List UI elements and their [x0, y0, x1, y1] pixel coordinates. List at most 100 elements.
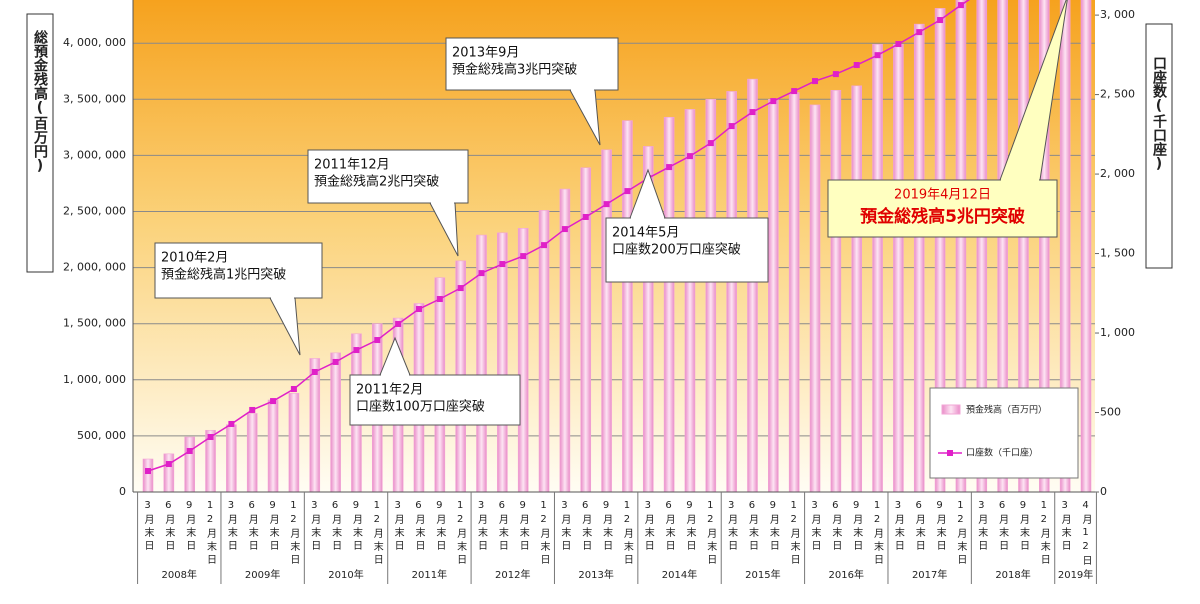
x-tick-label: 3月末日	[892, 500, 904, 553]
x-tick-label: 12月末日	[788, 500, 800, 567]
line-marker	[624, 188, 631, 195]
callout-text: 2019年4月12日	[894, 188, 991, 203]
line-marker	[457, 285, 464, 292]
x-tick-label: 3月末日	[559, 500, 571, 553]
y-title-box	[26, 13, 54, 273]
x-tick-label: 12月末日	[872, 500, 884, 567]
x-tick-label: 12月末日	[538, 500, 550, 567]
callout-box	[154, 242, 323, 299]
year-label: 2008年	[162, 568, 197, 581]
x-tick-label: 9月末日	[434, 500, 446, 553]
callout-text: 2011年12月	[314, 158, 390, 173]
callout-text: 2010年2月	[161, 251, 228, 266]
line-marker	[916, 29, 923, 36]
callout-box	[349, 374, 521, 426]
line-marker	[874, 52, 881, 59]
callout-text: 2013年9月	[452, 46, 519, 61]
x-tick-label: 3月末日	[642, 500, 654, 553]
x-tick-label: 6月末日	[163, 500, 175, 553]
legend-box	[929, 387, 1079, 479]
year-label: 2013年	[578, 568, 613, 581]
year-label: 2018年	[995, 568, 1030, 581]
bar	[184, 436, 195, 493]
y2-title-box	[1145, 23, 1173, 269]
x-tick-label: 6月末日	[496, 500, 508, 553]
y2-tick-label: 3, 000	[1100, 8, 1135, 21]
x-tick-label: 3月末日	[392, 500, 404, 553]
line-marker	[290, 385, 297, 392]
x-tick-label: 6月末日	[246, 500, 258, 553]
x-tick-label: 12月末日	[621, 500, 633, 567]
line-marker	[728, 123, 735, 130]
x-tick-label: 6月末日	[830, 500, 842, 553]
line-marker	[478, 270, 485, 277]
year-label: 2014年	[662, 568, 697, 581]
x-tick-label: 3月末日	[142, 500, 154, 553]
bar	[809, 104, 821, 493]
y2-tick-label: 1, 000	[1100, 326, 1135, 339]
bar	[872, 44, 883, 493]
legend-label: 口座数（千口座）	[966, 447, 1038, 459]
callout-text: 2011年2月	[356, 383, 423, 398]
x-tick-label: 12月末日	[955, 500, 967, 567]
x-tick-label: 9月末日	[184, 500, 196, 553]
y-tick-label: 0	[119, 485, 126, 498]
line-marker	[707, 140, 714, 147]
x-tick-label: 12月末日	[288, 500, 300, 567]
bar	[705, 98, 717, 493]
y-tick-label: 500, 000	[77, 429, 126, 442]
x-tick-label: 9月末日	[267, 500, 279, 553]
bar	[830, 90, 842, 493]
line-marker	[186, 447, 193, 454]
x-tick-label: 12月末日	[705, 500, 717, 567]
x-tick-label: 12月末日	[205, 500, 217, 567]
callout-text: 口座数100万口座突破	[356, 399, 485, 415]
x-tick-label: 9月末日	[601, 500, 613, 553]
line-marker	[603, 201, 610, 208]
line-marker	[270, 398, 277, 405]
callout-text: 預金総残高5兆円突破	[860, 206, 1025, 227]
x-tick-label: 6月末日	[663, 500, 675, 553]
callout-box	[827, 179, 1058, 238]
line-marker	[957, 2, 964, 9]
line-marker	[686, 153, 693, 160]
x-tick-label: 3月末日	[976, 500, 988, 553]
line-marker	[332, 358, 339, 365]
bar	[893, 44, 904, 493]
line-marker	[812, 78, 819, 85]
year-label: 2009年	[245, 568, 280, 581]
y2-tick-label: 500	[1100, 406, 1121, 419]
bar	[1080, 0, 1092, 493]
line-marker	[374, 337, 381, 344]
line-marker	[228, 420, 235, 427]
legend-swatch	[941, 404, 961, 415]
bar	[288, 392, 300, 493]
y2-tick-label: 2, 000	[1100, 167, 1135, 180]
callout-text: 預金総残高3兆円突破	[452, 62, 577, 78]
year-label: 2010年	[328, 568, 363, 581]
y2-tick-label: 2, 500	[1100, 88, 1135, 101]
x-tick-label: 3月末日	[476, 500, 488, 553]
line-marker	[395, 320, 402, 327]
line-marker	[207, 433, 214, 440]
bar	[142, 458, 154, 493]
y-tick-label: 1, 500, 000	[63, 317, 126, 330]
line-marker	[561, 226, 568, 233]
bar	[559, 188, 571, 493]
x-tick-label: 9月末日	[517, 500, 529, 553]
x-tick-label: 6月末日	[746, 500, 758, 553]
line-marker	[415, 306, 422, 313]
y-tick-label: 4, 000, 000	[63, 36, 126, 49]
year-label: 2016年	[829, 568, 864, 581]
x-tick-label: 12月末日	[1038, 500, 1050, 567]
bar	[851, 85, 863, 493]
x-tick-label: 9月末日	[684, 500, 696, 553]
callout-text: 2014年5月	[612, 226, 679, 241]
bar	[267, 399, 279, 493]
year-label: 2015年	[745, 568, 780, 581]
line-marker	[770, 98, 777, 105]
line-marker	[666, 164, 673, 171]
line-marker	[145, 468, 151, 475]
y-tick-label: 2, 500, 000	[63, 204, 126, 217]
y-tick-label: 3, 000, 000	[63, 148, 126, 161]
